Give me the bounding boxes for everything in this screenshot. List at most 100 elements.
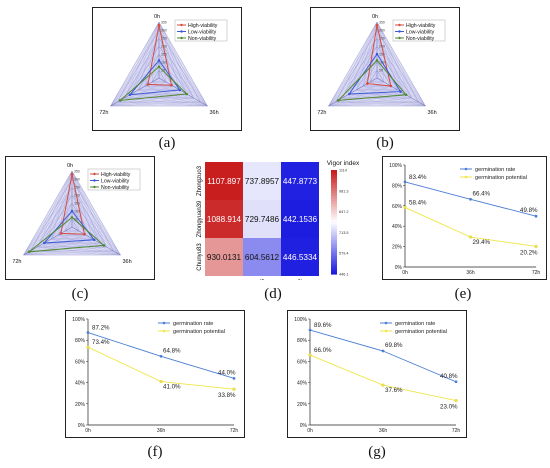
radar-web-line	[376, 21, 398, 91]
radar-web-line	[44, 170, 73, 244]
radar-axis-label: 72h	[317, 110, 326, 116]
data-label: 23.0%	[440, 404, 458, 411]
radar-tick-label: 200	[161, 45, 167, 49]
radar-tick-label: 250	[161, 37, 167, 41]
radar-point	[59, 232, 63, 235]
data-point	[232, 376, 236, 380]
radar-point	[375, 52, 379, 56]
radar-point	[375, 59, 379, 62]
radar-web-line	[144, 21, 160, 87]
radar-legend-label: High-viability	[188, 23, 218, 29]
radar-web-line	[71, 194, 121, 256]
x-tick-label: 0h	[307, 428, 313, 434]
radar-web-line	[158, 61, 208, 107]
radar-tick-label: 50	[74, 218, 78, 222]
colorbar-segment	[331, 219, 337, 223]
y-tick-label: 80%	[75, 338, 86, 344]
x-tick-label: 0h	[402, 270, 408, 276]
line-chart-e: 0% 20% 40% 60% 80% 100% 0h 36h 72h 83.4% 66.4% 49.8…	[389, 163, 540, 276]
heatmap-cell	[243, 162, 281, 200]
radar-tick-label: 50	[379, 69, 383, 73]
radar-point	[128, 93, 132, 97]
radar-legend-label: Non-viability	[101, 185, 130, 191]
colorbar-segment	[331, 188, 337, 192]
y-tick-label: 60%	[297, 359, 308, 365]
radar-legend-marker	[93, 179, 96, 182]
colorbar-segment	[331, 170, 337, 174]
radar-web-line	[158, 21, 194, 99]
radar-point	[146, 83, 150, 86]
radar-legend-label: Low-viability	[188, 30, 217, 36]
radar-tick-label: 150	[74, 202, 80, 206]
colorbar-segment	[331, 245, 337, 249]
radar-point	[70, 216, 74, 219]
heatmap-value-label: 930.0131	[207, 253, 242, 262]
heatmap-panel-d: 1107.897 737.8957 447.8773 1088.914 729.7486…	[185, 156, 361, 285]
data-label: 33.8%	[218, 392, 236, 399]
heatmap-row-label: Zhongyuan39	[197, 200, 203, 237]
data-point	[232, 387, 236, 391]
radar-web-line	[328, 37, 378, 107]
line-chart-f: 0% 20% 40% 60% 80% 100% 0h 36h 72h 87.2% 64.8% 44.0…	[72, 317, 238, 434]
radar-point	[399, 90, 402, 93]
legend-marker	[464, 175, 468, 179]
radar-axis-label: 72h	[12, 259, 21, 265]
radar-web-line	[328, 101, 419, 107]
radar-legend-marker	[398, 23, 401, 27]
radar-series-line	[43, 210, 96, 244]
radar-axis-label: 36h	[122, 259, 131, 265]
radar-web-line	[110, 29, 160, 107]
radar-tick-label: 100	[74, 210, 80, 214]
radar-point	[83, 232, 86, 236]
data-label: 37.6%	[385, 387, 403, 394]
radar-legend-label: High-viability	[101, 172, 131, 178]
colorbar-segment	[331, 232, 337, 236]
heatmap-value-label: 1088.914	[207, 215, 242, 224]
colorbar-segment	[331, 206, 337, 210]
colorbar-segment	[331, 229, 337, 233]
radar-web-line	[138, 21, 160, 91]
radar-web-line	[376, 37, 426, 107]
colorbar-segment	[331, 253, 337, 257]
radar-web-line	[328, 85, 391, 107]
radar-point	[42, 241, 46, 245]
y-tick-label: 60%	[75, 359, 86, 365]
radar-tick-label: 150	[161, 53, 167, 57]
data-point	[86, 331, 90, 334]
radar-web-line	[110, 37, 160, 107]
colorbar-segment	[331, 183, 337, 187]
radar-spoke	[110, 77, 160, 107]
radar-axis-label: 0h	[67, 163, 73, 169]
radar-tick-label: 350	[161, 21, 167, 25]
radar-point	[70, 209, 74, 213]
radar-web-line	[110, 101, 201, 107]
colorbar-segment	[331, 185, 337, 189]
radar-tick-label: 300	[161, 29, 167, 33]
colorbar-segment	[331, 235, 337, 239]
heatmap-value-label: 729.7486	[245, 215, 280, 224]
y-tick-label: 40%	[392, 224, 403, 230]
y-tick-label: 20%	[297, 402, 308, 408]
radar-web-line	[349, 93, 426, 107]
radar-panel-c: 50 100 150 200 250 300 350 0h 36h 72h High-viabili…	[5, 156, 155, 280]
colorbar-tick-label: 981.3	[339, 189, 349, 193]
radar-web-line	[376, 21, 412, 99]
data-point	[381, 349, 385, 353]
radar-axis-label: 0h	[154, 14, 160, 20]
heatmap-chart-d: 1107.897 737.8957 447.8773 1088.914 729.7486…	[197, 160, 360, 285]
radar-legend	[87, 168, 141, 191]
panel-label-g: (g)	[368, 444, 386, 460]
radar-series-line	[27, 216, 106, 253]
radar-tick-label: 300	[379, 29, 385, 33]
data-point	[403, 180, 407, 184]
y-tick-label: 60%	[392, 204, 403, 210]
x-tick-label: 0h	[85, 428, 91, 434]
data-point	[469, 197, 472, 201]
radar-tick-label: 250	[379, 37, 385, 41]
y-tick-label: 0%	[78, 423, 86, 429]
colorbar-segment	[331, 222, 337, 226]
colorbar-title: Vigor index	[327, 160, 360, 167]
radar-point	[170, 83, 173, 87]
colorbar-segment	[331, 258, 337, 262]
data-label: 44.0%	[218, 369, 236, 376]
